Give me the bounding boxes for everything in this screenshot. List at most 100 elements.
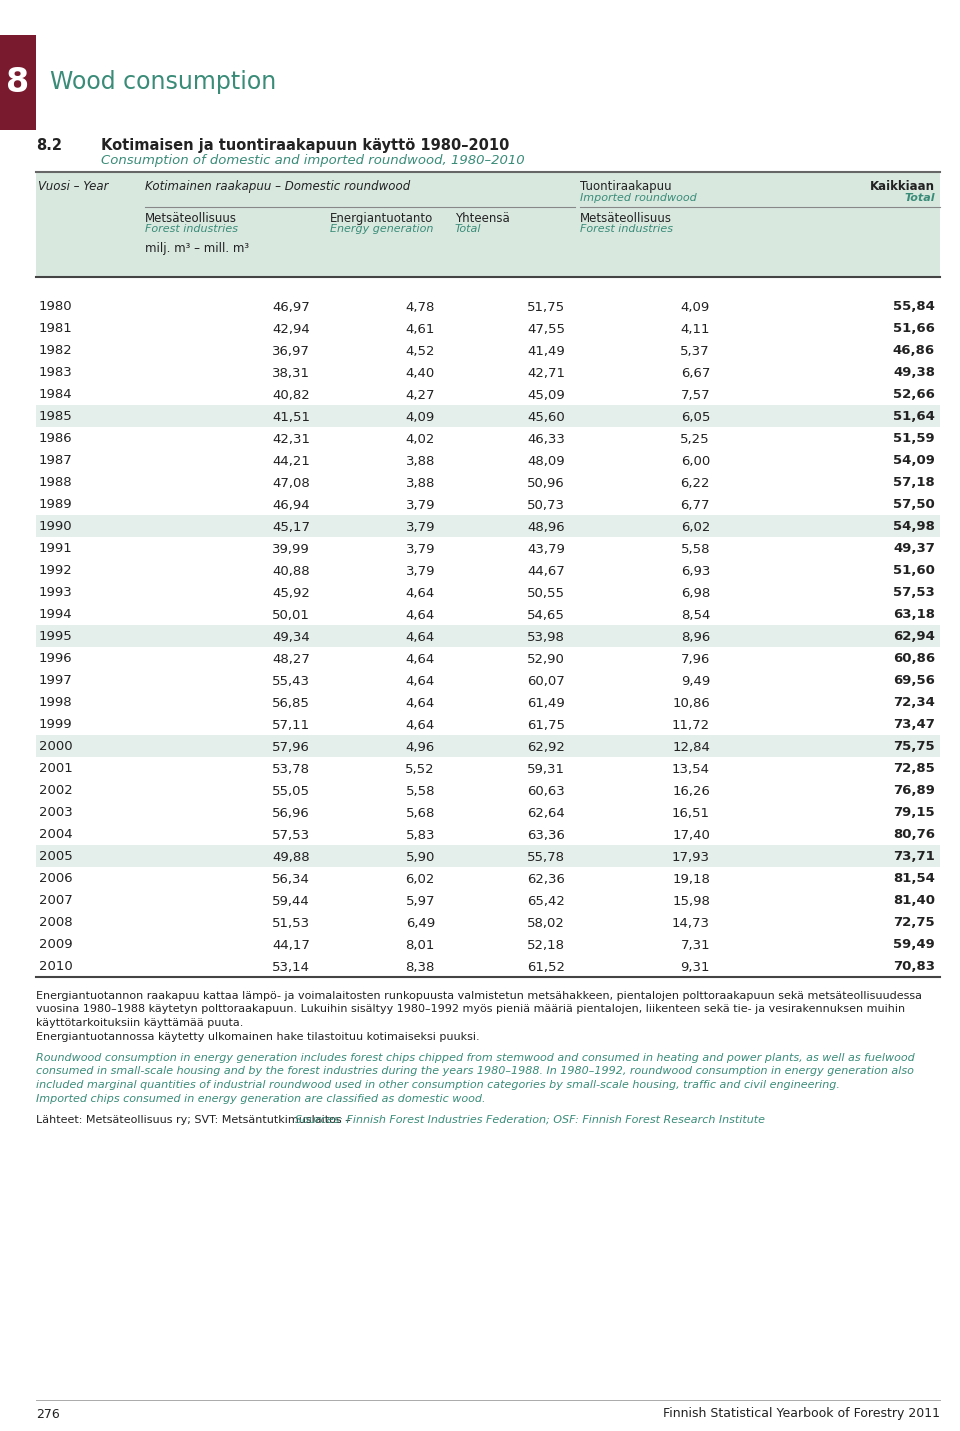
Text: 6,02: 6,02 bbox=[406, 873, 435, 886]
Text: 9,49: 9,49 bbox=[681, 674, 710, 687]
Text: 6,02: 6,02 bbox=[681, 521, 710, 534]
Text: 2005: 2005 bbox=[39, 850, 73, 863]
Text: 61,75: 61,75 bbox=[527, 718, 565, 731]
Bar bbox=[36, 405, 940, 426]
Text: 56,96: 56,96 bbox=[273, 807, 310, 820]
Text: 14,73: 14,73 bbox=[672, 916, 710, 930]
Text: Kotimaisen ja tuontiraakapuun käyttö 1980–2010: Kotimaisen ja tuontiraakapuun käyttö 198… bbox=[101, 137, 510, 153]
Text: 53,14: 53,14 bbox=[272, 960, 310, 973]
Text: 62,64: 62,64 bbox=[527, 807, 565, 820]
Text: 45,60: 45,60 bbox=[527, 411, 565, 424]
Text: 46,97: 46,97 bbox=[273, 301, 310, 313]
Text: 51,75: 51,75 bbox=[527, 301, 565, 313]
Text: Total: Total bbox=[455, 225, 482, 235]
Text: 1981: 1981 bbox=[39, 322, 73, 335]
Text: 7,57: 7,57 bbox=[681, 388, 710, 402]
Text: 57,18: 57,18 bbox=[893, 477, 935, 489]
Text: 7,96: 7,96 bbox=[681, 653, 710, 665]
Text: 44,17: 44,17 bbox=[272, 939, 310, 952]
Text: 59,44: 59,44 bbox=[273, 894, 310, 907]
Text: 1991: 1991 bbox=[39, 542, 73, 555]
Text: 44,21: 44,21 bbox=[272, 455, 310, 468]
Text: 1993: 1993 bbox=[39, 587, 73, 600]
Text: 70,83: 70,83 bbox=[893, 960, 935, 973]
Bar bbox=[36, 844, 940, 867]
Text: 1983: 1983 bbox=[39, 366, 73, 379]
Text: 62,36: 62,36 bbox=[527, 873, 565, 886]
Text: 40,88: 40,88 bbox=[273, 564, 310, 578]
Text: 50,01: 50,01 bbox=[272, 608, 310, 621]
Text: 48,96: 48,96 bbox=[527, 521, 565, 534]
Text: Forest industries: Forest industries bbox=[145, 225, 238, 235]
Text: 3,79: 3,79 bbox=[405, 564, 435, 578]
Text: 2008: 2008 bbox=[39, 916, 73, 930]
Text: 59,31: 59,31 bbox=[527, 763, 565, 776]
Text: 2010: 2010 bbox=[39, 960, 73, 973]
Text: included marginal quantities of industrial roundwood used in other consumption c: included marginal quantities of industri… bbox=[36, 1080, 840, 1090]
Bar bbox=[0, 34, 36, 130]
Text: 2003: 2003 bbox=[39, 807, 73, 820]
Text: 4,61: 4,61 bbox=[406, 322, 435, 335]
Text: 63,36: 63,36 bbox=[527, 829, 565, 841]
Text: 54,09: 54,09 bbox=[893, 455, 935, 468]
Text: 51,66: 51,66 bbox=[893, 322, 935, 335]
Text: 2002: 2002 bbox=[39, 784, 73, 797]
Text: 8,38: 8,38 bbox=[406, 960, 435, 973]
Text: 57,50: 57,50 bbox=[893, 498, 935, 511]
Text: 50,73: 50,73 bbox=[527, 498, 565, 511]
Text: 55,05: 55,05 bbox=[272, 784, 310, 797]
Text: 50,55: 50,55 bbox=[527, 587, 565, 600]
Text: 41,51: 41,51 bbox=[272, 411, 310, 424]
Text: 56,34: 56,34 bbox=[272, 873, 310, 886]
Text: Imported roundwood: Imported roundwood bbox=[580, 193, 697, 203]
Text: 51,59: 51,59 bbox=[894, 432, 935, 445]
Text: 52,18: 52,18 bbox=[527, 939, 565, 952]
Text: 1980: 1980 bbox=[39, 301, 73, 313]
Text: 1996: 1996 bbox=[39, 653, 73, 665]
Text: 6,93: 6,93 bbox=[681, 564, 710, 578]
Text: 5,37: 5,37 bbox=[681, 345, 710, 358]
Text: consumed in small-scale housing and by the forest industries during the years 19: consumed in small-scale housing and by t… bbox=[36, 1066, 914, 1076]
Text: 49,88: 49,88 bbox=[273, 850, 310, 863]
Text: 5,58: 5,58 bbox=[405, 784, 435, 797]
Text: Finnish Statistical Yearbook of Forestry 2011: Finnish Statistical Yearbook of Forestry… bbox=[663, 1408, 940, 1421]
Text: 1994: 1994 bbox=[39, 608, 73, 621]
Text: 4,64: 4,64 bbox=[406, 631, 435, 644]
Text: 36,97: 36,97 bbox=[272, 345, 310, 358]
Text: 55,43: 55,43 bbox=[272, 674, 310, 687]
Text: 80,76: 80,76 bbox=[893, 829, 935, 841]
Text: 4,64: 4,64 bbox=[406, 587, 435, 600]
Text: Energiantuotannon raakapuu kattaa lämpö- ja voimalaitosten runkopuusta valmistet: Energiantuotannon raakapuu kattaa lämpö-… bbox=[36, 992, 922, 1002]
Text: 39,99: 39,99 bbox=[273, 542, 310, 555]
Text: 72,75: 72,75 bbox=[894, 916, 935, 930]
Text: 19,18: 19,18 bbox=[672, 873, 710, 886]
Text: 15,98: 15,98 bbox=[672, 894, 710, 907]
Text: 48,09: 48,09 bbox=[527, 455, 565, 468]
Text: Energiantuotannossa käytetty ulkomainen hake tilastoituu kotimaiseksi puuksi.: Energiantuotannossa käytetty ulkomainen … bbox=[36, 1032, 480, 1042]
Text: 61,49: 61,49 bbox=[527, 697, 565, 710]
Text: vuosina 1980–1988 käytetyn polttoraakapuun. Lukuihin sisältyy 1980–1992 myös pie: vuosina 1980–1988 käytetyn polttoraakapu… bbox=[36, 1005, 905, 1015]
Text: 5,52: 5,52 bbox=[405, 763, 435, 776]
Text: Tuontiraakapuu: Tuontiraakapuu bbox=[580, 180, 672, 193]
Text: 43,79: 43,79 bbox=[527, 542, 565, 555]
Text: 276: 276 bbox=[36, 1408, 60, 1421]
Text: 12,84: 12,84 bbox=[672, 740, 710, 754]
Text: Energiantuotanto: Energiantuotanto bbox=[330, 212, 433, 225]
Text: 17,40: 17,40 bbox=[672, 829, 710, 841]
Text: Kotimainen raakapuu – Domestic roundwood: Kotimainen raakapuu – Domestic roundwood bbox=[145, 180, 410, 193]
Text: 4,64: 4,64 bbox=[406, 697, 435, 710]
Text: 52,90: 52,90 bbox=[527, 653, 565, 665]
Text: 6,98: 6,98 bbox=[681, 587, 710, 600]
Text: 1999: 1999 bbox=[39, 718, 73, 731]
Text: Kaikkiaan: Kaikkiaan bbox=[870, 180, 935, 193]
Bar bbox=[36, 736, 940, 757]
Text: 4,09: 4,09 bbox=[681, 301, 710, 313]
Text: 7,31: 7,31 bbox=[681, 939, 710, 952]
Text: 59,49: 59,49 bbox=[893, 939, 935, 952]
Text: 54,65: 54,65 bbox=[527, 608, 565, 621]
Text: 5,97: 5,97 bbox=[405, 894, 435, 907]
Text: 3,88: 3,88 bbox=[406, 455, 435, 468]
Text: 65,42: 65,42 bbox=[527, 894, 565, 907]
Text: 3,79: 3,79 bbox=[405, 521, 435, 534]
Text: 54,98: 54,98 bbox=[893, 521, 935, 534]
